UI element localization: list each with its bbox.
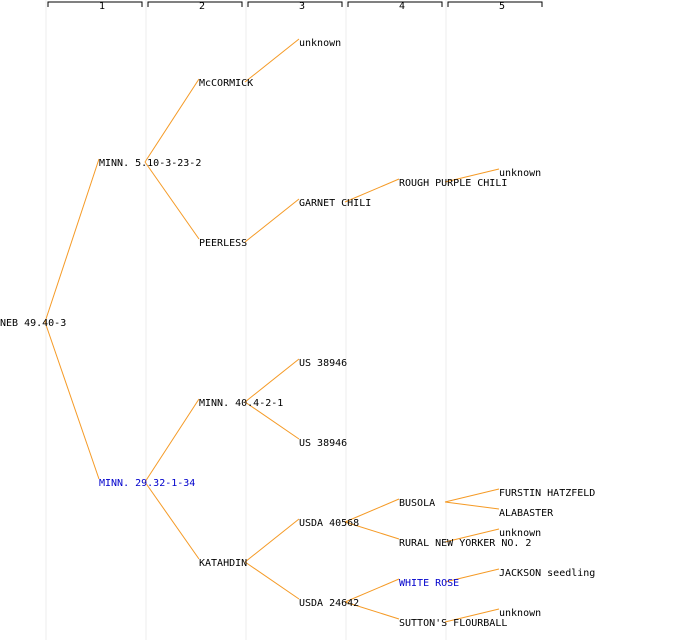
- pedigree-edge: [44, 158, 100, 323]
- generation-label: 5: [499, 1, 505, 12]
- generation-bracket: [447, 1, 543, 7]
- pedigree-edge: [444, 528, 500, 543]
- pedigree-node[interactable]: FURSTIN HATZFELD: [499, 488, 595, 499]
- pedigree-edge: [244, 561, 300, 600]
- generation-label: 2: [199, 1, 205, 12]
- pedigree-node[interactable]: USDA 24642: [299, 598, 359, 609]
- pedigree-node[interactable]: GARNET CHILI: [299, 198, 371, 209]
- pedigree-edge: [344, 498, 400, 523]
- pedigree-edge: [444, 168, 500, 183]
- pedigree-node[interactable]: BUSOLA: [399, 498, 435, 509]
- pedigree-node[interactable]: SUTTON'S FLOURBALL: [399, 618, 507, 629]
- pedigree-node[interactable]: unknown: [299, 38, 341, 49]
- pedigree-node[interactable]: MINN. 5.10-3-23-2: [99, 158, 201, 169]
- pedigree-node[interactable]: MINN. 29.32-1-34: [99, 478, 195, 489]
- pedigree-nodes: NEB 49.40-3 MINN. 5.10-3-23-2 MINN. 29.32-…: [0, 38, 595, 629]
- pedigree-node[interactable]: RURAL NEW YORKER NO. 2: [399, 538, 531, 549]
- pedigree-node[interactable]: MINN. 40.4-2-1: [199, 398, 283, 409]
- generation-bracket: [47, 1, 143, 7]
- pedigree-node[interactable]: McCORMICK: [199, 78, 253, 89]
- pedigree-node[interactable]: USDA 40568: [299, 518, 359, 529]
- pedigree-node[interactable]: ROUGH PURPLE CHILI: [399, 178, 507, 189]
- pedigree-node[interactable]: unknown: [499, 528, 541, 539]
- generation-bracket: [247, 1, 343, 7]
- pedigree-edge: [444, 501, 500, 510]
- pedigree-node[interactable]: JACKSON seedling: [499, 568, 595, 579]
- pedigree-node[interactable]: KATAHDIN: [199, 558, 247, 569]
- pedigree-edge: [444, 608, 500, 623]
- pedigree-node[interactable]: NEB 49.40-3: [0, 318, 66, 329]
- pedigree-edge: [144, 398, 200, 483]
- pedigree-edge: [444, 488, 500, 503]
- generation-bracket: [347, 1, 443, 7]
- generation-bracket: [147, 1, 243, 7]
- pedigree-edge: [44, 321, 100, 480]
- pedigree-edge: [144, 78, 200, 163]
- pedigree-edge: [144, 161, 200, 240]
- pedigree-edge: [344, 178, 400, 203]
- pedigree-edge: [444, 568, 500, 583]
- pedigree-edge: [244, 198, 300, 243]
- pedigree-edge: [344, 601, 400, 620]
- column-guides: [45, 0, 447, 640]
- generation-label: 3: [299, 1, 305, 12]
- pedigree-edge: [344, 578, 400, 603]
- pedigree-node[interactable]: unknown: [499, 608, 541, 619]
- pedigree-node[interactable]: US 38946: [299, 358, 347, 369]
- pedigree-edge: [244, 518, 300, 563]
- pedigree-edge: [144, 481, 200, 560]
- generation-header: 1 2 3 4 5: [47, 1, 543, 12]
- pedigree-node[interactable]: ALABASTER: [499, 508, 554, 519]
- pedigree-node[interactable]: unknown: [499, 168, 541, 179]
- pedigree-node[interactable]: PEERLESS: [199, 238, 247, 249]
- pedigree-node[interactable]: US 38946: [299, 438, 347, 449]
- pedigree-edge: [244, 358, 300, 403]
- pedigree-edge: [244, 401, 300, 440]
- pedigree-edge: [344, 521, 400, 540]
- pedigree-edges: [44, 38, 500, 623]
- generation-label: 4: [399, 1, 405, 12]
- generation-label: 1: [99, 1, 105, 12]
- pedigree-node[interactable]: WHITE ROSE: [399, 578, 459, 589]
- pedigree-edge: [244, 38, 300, 83]
